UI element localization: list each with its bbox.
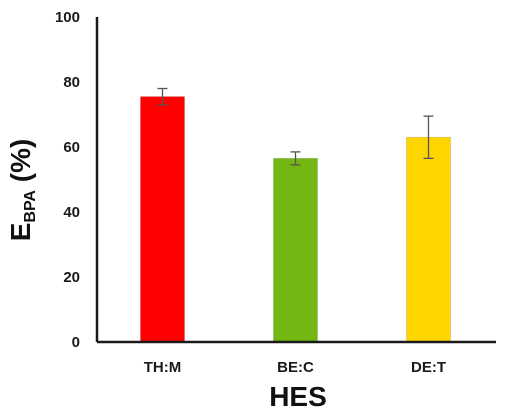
error-bars-group (157, 87, 434, 166)
y-axis-title-subscript: BPA (22, 190, 39, 223)
y-tick-label-3: 60 (63, 139, 80, 156)
x-axis-title: HES (269, 381, 327, 412)
bar-1 (273, 157, 318, 343)
x-category-label-2: DE:T (411, 359, 446, 376)
y-axis-title-main: E (5, 223, 36, 242)
y-axis-title-suffix: (%) (5, 139, 36, 190)
y-tick-label-4: 80 (63, 74, 80, 91)
y-axis-ticks: 0 20 40 60 80 100 (55, 9, 80, 351)
y-axis-title: EBPA (%) (5, 139, 39, 242)
x-axis-categories: TH:M BE:C DE:T (144, 359, 446, 376)
error-bar-1 (290, 151, 301, 166)
y-tick-label-0: 0 (72, 334, 80, 351)
error-bar-0 (157, 87, 168, 106)
y-tick-label-2: 40 (63, 204, 80, 221)
bars-group (140, 96, 451, 343)
y-tick-label-1: 20 (63, 269, 80, 286)
bar-2 (406, 136, 451, 343)
bar-0 (140, 96, 185, 343)
x-category-label-1: BE:C (277, 359, 314, 376)
y-tick-label-5: 100 (55, 9, 80, 26)
x-category-label-0: TH:M (144, 359, 182, 376)
error-bar-2 (423, 115, 434, 160)
